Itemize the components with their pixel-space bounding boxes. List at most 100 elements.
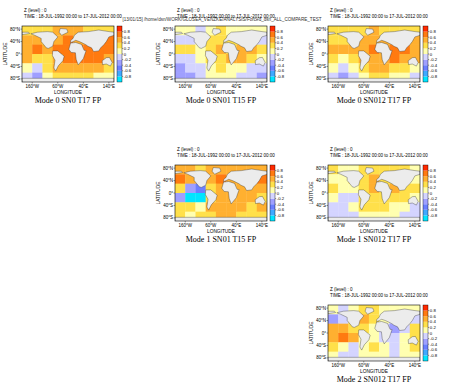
y-tick-label: 40°N xyxy=(163,39,173,44)
heat-cell xyxy=(400,342,411,352)
heat-cell xyxy=(389,333,400,343)
heat-cell xyxy=(216,54,227,64)
heat-cell xyxy=(338,54,349,64)
background xyxy=(175,26,267,82)
land xyxy=(224,30,267,52)
header-annotation: TIME : 18-JUL-1992 00:00 to 17-JUL-2012 … xyxy=(24,14,122,19)
heat-cell xyxy=(338,202,349,212)
x-axis-label: LONGITUDE xyxy=(207,90,235,95)
colorbar-tick-label: -0.4 xyxy=(277,202,285,207)
heat-cell xyxy=(195,193,206,203)
colorbar-tick-label: -0.6 xyxy=(277,207,285,212)
colorbar-frame xyxy=(270,165,275,221)
x-tick-label: 40°E xyxy=(384,363,394,368)
heat-cell xyxy=(328,324,339,334)
colorbar-swatch xyxy=(423,316,428,322)
plot-area xyxy=(328,305,420,361)
colorbar-tick-label: 0 xyxy=(430,331,433,336)
heat-cell xyxy=(348,63,359,73)
figure: [13/01/15] /home/dsn/WORK/GLOSEA_VENZKE/… xyxy=(0,0,457,390)
y-tick xyxy=(174,66,176,67)
background xyxy=(175,165,267,221)
heat-cell xyxy=(185,202,196,212)
heat-cell xyxy=(42,63,53,73)
heat-cell xyxy=(216,63,227,73)
colorbar-swatch xyxy=(423,54,428,60)
heat-cell xyxy=(185,193,196,203)
x-tick-label: 140°E xyxy=(409,84,421,89)
heat-cell xyxy=(175,165,186,175)
heat-cell xyxy=(185,54,196,64)
heat-cell xyxy=(338,184,349,194)
heat-cell xyxy=(94,63,105,73)
heat-cell xyxy=(338,342,349,352)
heat-cell xyxy=(410,45,420,55)
land xyxy=(205,190,217,210)
heat-cell xyxy=(22,63,33,73)
header-annotation: Z (level) : 0 xyxy=(177,8,200,13)
heat-cell xyxy=(83,63,94,73)
y-tick-label: 40°S xyxy=(163,203,173,208)
x-tick-label: 40°E xyxy=(231,223,241,228)
y-axis-label: LATITUDE xyxy=(309,322,314,345)
colorbar-swatch xyxy=(423,176,428,182)
heat-cell xyxy=(175,35,186,45)
colorbar-swatch xyxy=(423,333,428,339)
heat-cell xyxy=(328,165,339,175)
land xyxy=(22,78,114,82)
colorbar-swatch xyxy=(423,344,428,350)
y-tick-label: 40°N xyxy=(10,39,20,44)
x-tick-label: 160°W xyxy=(178,223,192,228)
y-tick-label: 80°N xyxy=(316,166,326,171)
colorbar-tick-label: 0 xyxy=(277,191,280,196)
colorbar-swatch xyxy=(423,71,428,77)
y-tick-label: 0° xyxy=(322,331,327,336)
x-axis-label: LONGITUDE xyxy=(360,90,388,95)
colorbar-swatch xyxy=(423,43,428,49)
colorbar-tick-label: -0.6 xyxy=(430,207,438,212)
colorbar-tick-label: -0.4 xyxy=(430,63,438,68)
y-tick-label: 80°N xyxy=(163,27,173,32)
colorbar-tick-label: 0.6 xyxy=(430,174,437,179)
x-tick-label: 40°E xyxy=(384,223,394,228)
frame xyxy=(328,165,420,221)
heat-cell xyxy=(328,342,339,352)
y-tick xyxy=(174,168,176,169)
colorbar-swatch xyxy=(117,43,122,49)
colorbar-tick-label: 0.4 xyxy=(430,319,437,324)
x-tick-label: 40°E xyxy=(78,84,88,89)
heat-cell xyxy=(175,45,186,55)
land xyxy=(175,78,267,82)
colorbar-swatch xyxy=(423,204,428,210)
heat-cell xyxy=(410,184,420,194)
heat-cell xyxy=(216,193,227,203)
heat-cell xyxy=(236,54,247,64)
colorbar-swatch xyxy=(117,65,122,71)
colorbar-swatch xyxy=(423,48,428,54)
plot-area xyxy=(175,26,267,82)
y-tick xyxy=(174,41,176,42)
y-tick xyxy=(174,180,176,181)
heat-cell xyxy=(195,63,206,73)
y-tick-label: 40°S xyxy=(316,203,326,208)
map-panel: 80°N40°N0°40°S80°S160°W60°W40°E140°ELONG… xyxy=(156,8,285,105)
y-tick xyxy=(174,217,176,218)
heat-cell xyxy=(328,26,339,36)
y-tick xyxy=(327,205,329,206)
colorbar-swatch xyxy=(423,32,428,38)
header-annotation: Z (level) : 0 xyxy=(24,8,47,13)
x-tick-label: 140°E xyxy=(103,84,115,89)
colorbar-tick-label: 0.8 xyxy=(430,29,437,34)
colorbar-swatch xyxy=(423,193,428,199)
colorbar-swatch xyxy=(423,60,428,66)
colorbar-swatch xyxy=(423,305,428,311)
land xyxy=(222,182,239,204)
heat-cell xyxy=(369,193,380,203)
colorbar-swatch xyxy=(423,311,428,317)
colorbar-tick-label: -0.8 xyxy=(430,74,438,79)
land xyxy=(337,171,364,188)
colorbar-tick-label: 0.2 xyxy=(430,325,437,330)
heat-cell xyxy=(338,45,349,55)
colorbar-frame xyxy=(423,26,428,82)
colorbar-swatch xyxy=(423,215,428,221)
